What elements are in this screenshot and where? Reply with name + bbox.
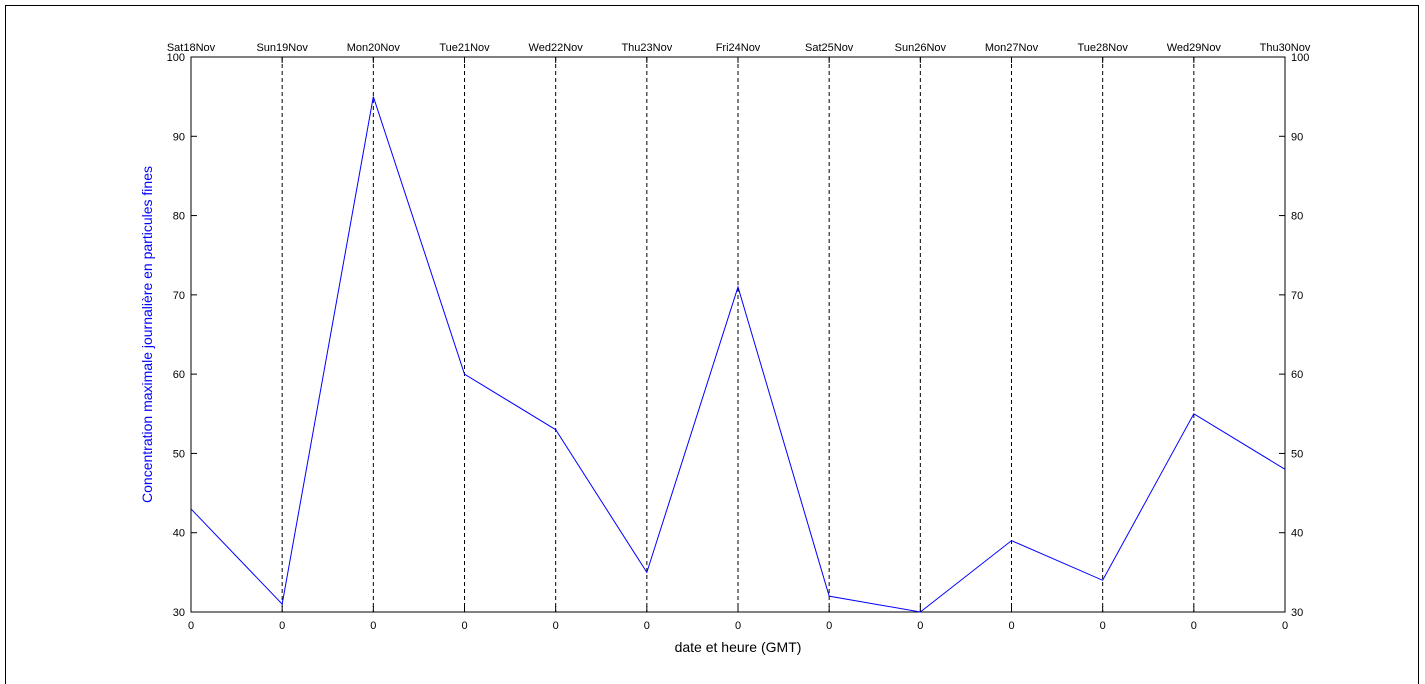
x-tick-label-bottom: 0 <box>735 620 741 632</box>
x-tick-label-top: Sun19Nov <box>256 42 308 54</box>
x-tick-label-top: Sat18Nov <box>167 42 216 54</box>
y-tick-label-right: 100 <box>1291 52 1309 64</box>
x-tick-label-bottom: 0 <box>917 620 923 632</box>
y-tick-label-left: 40 <box>173 528 185 540</box>
y-tick-label-right: 60 <box>1291 369 1303 381</box>
y-tick-label-right: 90 <box>1291 131 1303 143</box>
x-tick-label-bottom: 0 <box>644 620 650 632</box>
gridlines <box>281 57 1195 612</box>
series-line <box>190 96 1286 613</box>
x-tick-label-bottom: 0 <box>1191 620 1197 632</box>
x-tick-label-bottom: 0 <box>1008 620 1014 632</box>
x-tick-label-top: Thu30Nov <box>1260 42 1311 54</box>
x-tick-label-top: Thu23Nov <box>621 42 672 54</box>
x-tick-label-top: Tue28Nov <box>1077 42 1128 54</box>
y-tick-label-right: 30 <box>1291 607 1303 619</box>
x-tick-label-bottom: 0 <box>188 620 194 632</box>
x-tick-label-bottom: 0 <box>461 620 467 632</box>
y-tick-label-left: 70 <box>173 290 185 302</box>
y-tick-label-left: 60 <box>173 369 185 381</box>
series <box>190 96 1286 613</box>
y-tick-label-right: 40 <box>1291 528 1303 540</box>
figure-frame <box>5 5 1419 684</box>
x-tick-label-top: Sat25Nov <box>805 42 854 54</box>
x-tick-label-bottom: 0 <box>826 620 832 632</box>
x-tick-label-top: Sun26Nov <box>895 42 947 54</box>
x-tick-label-top: Fri24Nov <box>716 42 761 54</box>
y-tick-label-left: 100 <box>167 52 185 64</box>
x-tick-label-top: Wed29Nov <box>1167 42 1222 54</box>
x-tick-label-bottom: 0 <box>1282 620 1288 632</box>
y-tick-label-left: 80 <box>173 211 185 223</box>
x-tick-label-bottom: 0 <box>370 620 376 632</box>
x-tick-label-top: Mon20Nov <box>347 42 401 54</box>
y-axis-label: Concentration maximale journalière en pa… <box>139 166 155 503</box>
y-tick-label-left: 50 <box>173 448 185 460</box>
x-tick-label-bottom: 0 <box>1100 620 1106 632</box>
y-tick-label-right: 70 <box>1291 290 1303 302</box>
y-tick-label-left: 90 <box>173 131 185 143</box>
y-tick-label-right: 50 <box>1291 448 1303 460</box>
axis-ticks: Sat18Nov 0 Sun19Nov 0 Mon20Nov 0 Tue21Nov 0 Wed2… <box>167 42 1311 632</box>
x-tick-label-top: Mon27Nov <box>985 42 1039 54</box>
x-tick-label-top: Tue21Nov <box>439 42 490 54</box>
y-tick-label-right: 80 <box>1291 211 1303 223</box>
x-tick-label-top: Wed22Nov <box>529 42 584 54</box>
x-tick-label-bottom: 0 <box>279 620 285 632</box>
y-tick-label-left: 30 <box>173 607 185 619</box>
x-tick-label-bottom: 0 <box>553 620 559 632</box>
x-axis-label: date et heure (GMT) <box>675 639 802 655</box>
